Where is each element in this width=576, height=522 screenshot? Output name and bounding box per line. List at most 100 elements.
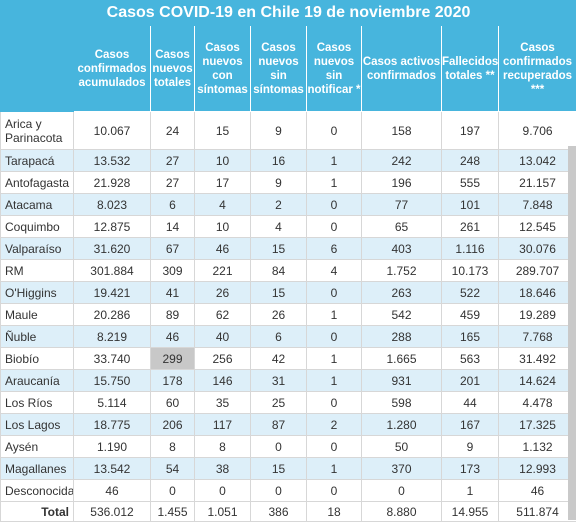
value-cell: 7.768 xyxy=(499,326,576,348)
value-cell: 15.750 xyxy=(74,370,151,392)
value-cell: 16 xyxy=(251,150,307,172)
value-cell: 84 xyxy=(251,260,307,282)
value-cell: 54 xyxy=(151,458,195,480)
value-cell: 8.219 xyxy=(74,326,151,348)
total-value-cell: 1.455 xyxy=(151,502,195,522)
value-cell: 4 xyxy=(195,194,251,216)
value-cell: 13.542 xyxy=(74,458,151,480)
value-cell: 0 xyxy=(307,194,362,216)
total-value-cell: 536.012 xyxy=(74,502,151,522)
value-cell: 41 xyxy=(151,282,195,304)
value-cell: 0 xyxy=(251,436,307,458)
value-cell: 178 xyxy=(151,370,195,392)
value-cell: 0 xyxy=(307,392,362,414)
value-cell: 10.173 xyxy=(442,260,499,282)
value-cell: 0 xyxy=(307,112,362,150)
value-cell: 563 xyxy=(442,348,499,370)
value-cell: 26 xyxy=(251,304,307,326)
value-cell: 263 xyxy=(362,282,442,304)
value-cell: 248 xyxy=(442,150,499,172)
value-cell: 167 xyxy=(442,414,499,436)
value-cell: 0 xyxy=(251,480,307,502)
value-cell: 10 xyxy=(195,150,251,172)
value-cell: 21.157 xyxy=(499,172,576,194)
column-header: Casos confirmados acumulados xyxy=(74,26,151,112)
value-cell: 15 xyxy=(251,458,307,480)
value-cell: 17 xyxy=(195,172,251,194)
value-cell: 46 xyxy=(195,238,251,260)
total-value-cell: 18 xyxy=(307,502,362,522)
value-cell: 60 xyxy=(151,392,195,414)
value-cell: 288 xyxy=(362,326,442,348)
value-cell: 31 xyxy=(251,370,307,392)
value-cell: 31.492 xyxy=(499,348,576,370)
value-cell: 0 xyxy=(362,480,442,502)
region-cell: Desconocida xyxy=(1,480,74,502)
value-cell: 12.993 xyxy=(499,458,576,480)
value-cell: 522 xyxy=(442,282,499,304)
column-header: Fallecidos totales ** xyxy=(442,26,499,112)
value-cell: 6 xyxy=(151,194,195,216)
scrollbar-edge[interactable] xyxy=(568,146,576,520)
value-cell: 20.286 xyxy=(74,304,151,326)
value-cell: 30.076 xyxy=(499,238,576,260)
value-cell: 44 xyxy=(442,392,499,414)
value-cell: 46 xyxy=(499,480,576,502)
column-header: Casos nuevos totales xyxy=(151,26,195,112)
total-label: Total xyxy=(1,502,74,522)
table-title: Casos COVID-19 en Chile 19 de noviembre … xyxy=(1,1,576,26)
value-cell: 9 xyxy=(251,112,307,150)
value-cell: 1 xyxy=(307,150,362,172)
value-cell: 158 xyxy=(362,112,442,150)
value-cell: 0 xyxy=(307,216,362,238)
total-value-cell: 8.880 xyxy=(362,502,442,522)
value-cell: 555 xyxy=(442,172,499,194)
value-cell: 1 xyxy=(442,480,499,502)
region-cell: Araucanía xyxy=(1,370,74,392)
value-cell: 21.928 xyxy=(74,172,151,194)
value-cell: 10.067 xyxy=(74,112,151,150)
column-header: Casos activos confirmados xyxy=(362,26,442,112)
region-cell: Ñuble xyxy=(1,326,74,348)
region-cell: Los Lagos xyxy=(1,414,74,436)
value-cell: 27 xyxy=(151,172,195,194)
value-cell: 15 xyxy=(195,112,251,150)
region-cell: Coquimbo xyxy=(1,216,74,238)
region-cell: Atacama xyxy=(1,194,74,216)
total-value-cell: 14.955 xyxy=(442,502,499,522)
value-cell: 6 xyxy=(307,238,362,260)
value-cell: 598 xyxy=(362,392,442,414)
value-cell: 4 xyxy=(251,216,307,238)
value-cell: 1.116 xyxy=(442,238,499,260)
value-cell: 12.875 xyxy=(74,216,151,238)
value-cell: 10 xyxy=(195,216,251,238)
value-cell: 403 xyxy=(362,238,442,260)
value-cell: 46 xyxy=(151,326,195,348)
column-header: Casos confirmados recuperados *** xyxy=(499,26,576,112)
value-cell: 6 xyxy=(251,326,307,348)
value-cell: 1.132 xyxy=(499,436,576,458)
value-cell: 14 xyxy=(151,216,195,238)
value-cell: 1.665 xyxy=(362,348,442,370)
value-cell: 7.848 xyxy=(499,194,576,216)
region-cell: Arica y Parinacota xyxy=(1,112,74,150)
value-cell: 459 xyxy=(442,304,499,326)
value-cell: 221 xyxy=(195,260,251,282)
value-cell: 46 xyxy=(74,480,151,502)
value-cell: 1 xyxy=(307,304,362,326)
value-cell: 26 xyxy=(195,282,251,304)
value-cell: 35 xyxy=(195,392,251,414)
